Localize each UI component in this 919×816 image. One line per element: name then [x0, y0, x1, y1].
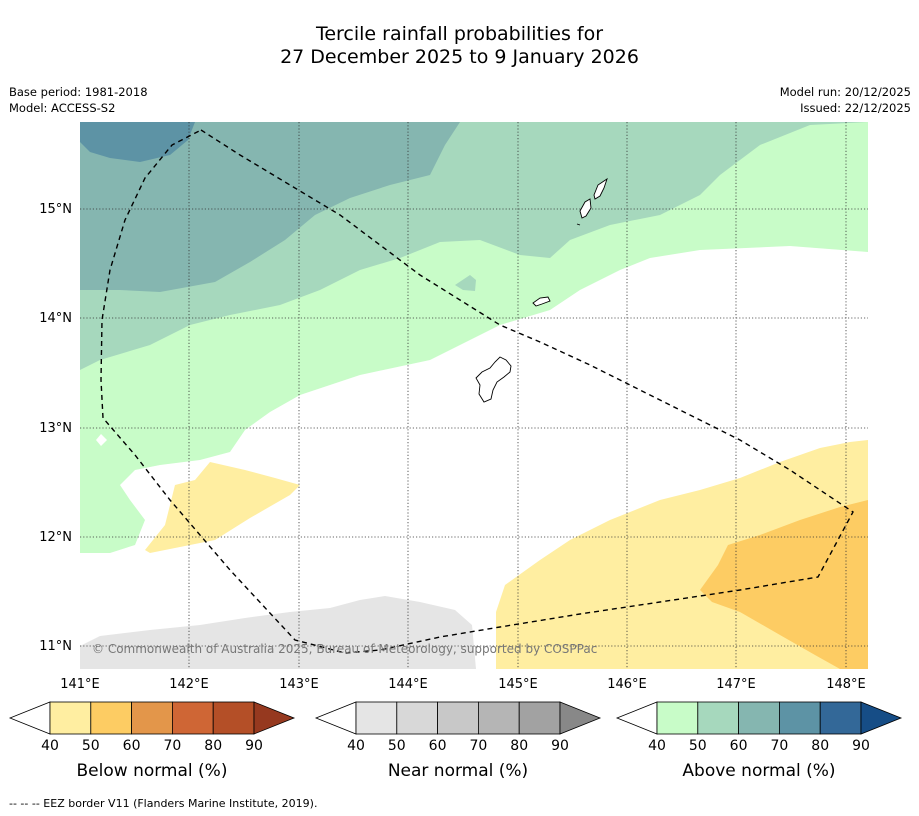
- above-normal-60-70-region: [80, 122, 460, 292]
- above-colorbar-tick: 50: [689, 738, 707, 754]
- gridlines: [80, 122, 868, 669]
- lon-label: 144°E: [388, 677, 428, 692]
- above-colorbar-low-extend: [615, 701, 658, 735]
- islands: [475, 177, 608, 403]
- near-colorbar-segment: [477, 701, 520, 735]
- above-colorbar-segment: [779, 701, 821, 735]
- near-colorbar-tick: 50: [388, 738, 406, 754]
- above-colorbar-tick: 60: [730, 738, 748, 754]
- small-white-hole: [96, 434, 107, 446]
- below-colorbar-tick: 70: [163, 738, 181, 754]
- above-colorbar-segment: [819, 701, 862, 735]
- saipan-island-outline: [593, 177, 608, 200]
- below-colorbar-tick: 90: [245, 738, 263, 754]
- guam-island-outline: [475, 356, 512, 403]
- colorbars: 40 50 60 70 80 90 40 50 60 70 80 90 40 50 60 70 80 90: [8, 701, 903, 754]
- near-colorbar-segment: [518, 701, 561, 735]
- title-line-1: Tercile rainfall probabilities for: [315, 23, 604, 45]
- above-colorbar-segment: [697, 701, 739, 735]
- lon-label: 141°E: [60, 677, 100, 692]
- below-colorbar-segment: [49, 701, 92, 735]
- below-normal-50-60-region: [700, 500, 868, 669]
- base-period: Base period: 1981-2018: [9, 85, 148, 99]
- model-name: Model: ACCESS-S2: [9, 101, 116, 115]
- near-colorbar-low-extend: [314, 701, 357, 735]
- tinian-island-outline: [579, 198, 592, 219]
- above-colorbar-segment: [656, 701, 699, 735]
- lat-label: 14°N: [39, 311, 72, 326]
- below-colorbar-high-extend: [253, 701, 296, 735]
- lon-label: 148°E: [826, 677, 866, 692]
- lon-label: 146°E: [607, 677, 647, 692]
- near-colorbar-tick: 90: [551, 738, 569, 754]
- latitude-labels: 15°N 14°N 13°N 12°N 11°N: [39, 202, 72, 654]
- below-colorbar-tick: 40: [41, 738, 59, 754]
- below-normal-label: Below normal (%): [76, 761, 228, 781]
- lon-label: 142°E: [169, 677, 209, 692]
- below-colorbar-segment: [212, 701, 255, 735]
- near-colorbar-segment: [396, 701, 438, 735]
- eez-border-line: [100, 129, 854, 654]
- above-colorbar-high-extend: [860, 701, 903, 735]
- near-colorbar-tick: 80: [510, 738, 528, 754]
- below-colorbar-tick: 80: [204, 738, 222, 754]
- near-colorbar-tick: 40: [347, 738, 365, 754]
- below-normal-40-50-west-region: [145, 462, 300, 553]
- lon-label: 145°E: [498, 677, 538, 692]
- model-run: Model run: 20/12/2025: [779, 85, 911, 99]
- below-colorbar-low-extend: [8, 701, 51, 735]
- lat-label: 13°N: [39, 421, 72, 436]
- near-colorbar-tick: 70: [469, 738, 487, 754]
- near-colorbar-high-extend: [559, 701, 602, 735]
- copyright-text: © Commonwealth of Australia 2025, Bureau…: [92, 642, 597, 656]
- lat-label: 12°N: [39, 530, 72, 545]
- below-colorbar-segment: [90, 701, 133, 735]
- above-normal-50-60-blob: [455, 275, 476, 291]
- longitude-labels: 141°E 142°E 143°E 144°E 145°E 146°E 147°…: [60, 677, 866, 692]
- lat-label: 15°N: [39, 202, 72, 217]
- near-colorbar-segment: [355, 701, 398, 735]
- below-colorbar-tick: 50: [82, 738, 100, 754]
- lon-label: 143°E: [279, 677, 319, 692]
- below-colorbar-tick: 60: [123, 738, 141, 754]
- above-colorbar-segment: [738, 701, 780, 735]
- lon-label: 147°E: [716, 677, 756, 692]
- title-line-2: 27 December 2025 to 9 January 2026: [280, 46, 639, 68]
- meta-right: Model run: 20/12/2025 Issued: 22/12/2025: [780, 84, 911, 116]
- below-colorbar-segment: [131, 701, 173, 735]
- lat-label: 11°N: [39, 639, 72, 654]
- issued-date: Issued: 22/12/2025: [800, 101, 911, 115]
- above-colorbar-tick: 70: [770, 738, 788, 754]
- above-colorbar-tick: 80: [811, 738, 829, 754]
- eez-footer-note: -- -- -- EEZ border V11 (Flanders Marine…: [9, 797, 318, 810]
- near-normal-label: Near normal (%): [387, 761, 529, 781]
- below-colorbar-segment: [171, 701, 214, 735]
- near-colorbar-segment: [437, 701, 479, 735]
- meta-left: Base period: 1981-2018 Model: ACCESS-S2: [9, 84, 148, 116]
- above-normal-label: Above normal (%): [682, 761, 836, 781]
- rota-island-outline: [532, 296, 551, 307]
- near-colorbar-tick: 60: [429, 738, 447, 754]
- above-colorbar-tick: 90: [852, 738, 870, 754]
- probability-shading: [80, 122, 868, 669]
- above-colorbar-tick: 40: [648, 738, 666, 754]
- aguijan-islet-outline: [576, 223, 581, 226]
